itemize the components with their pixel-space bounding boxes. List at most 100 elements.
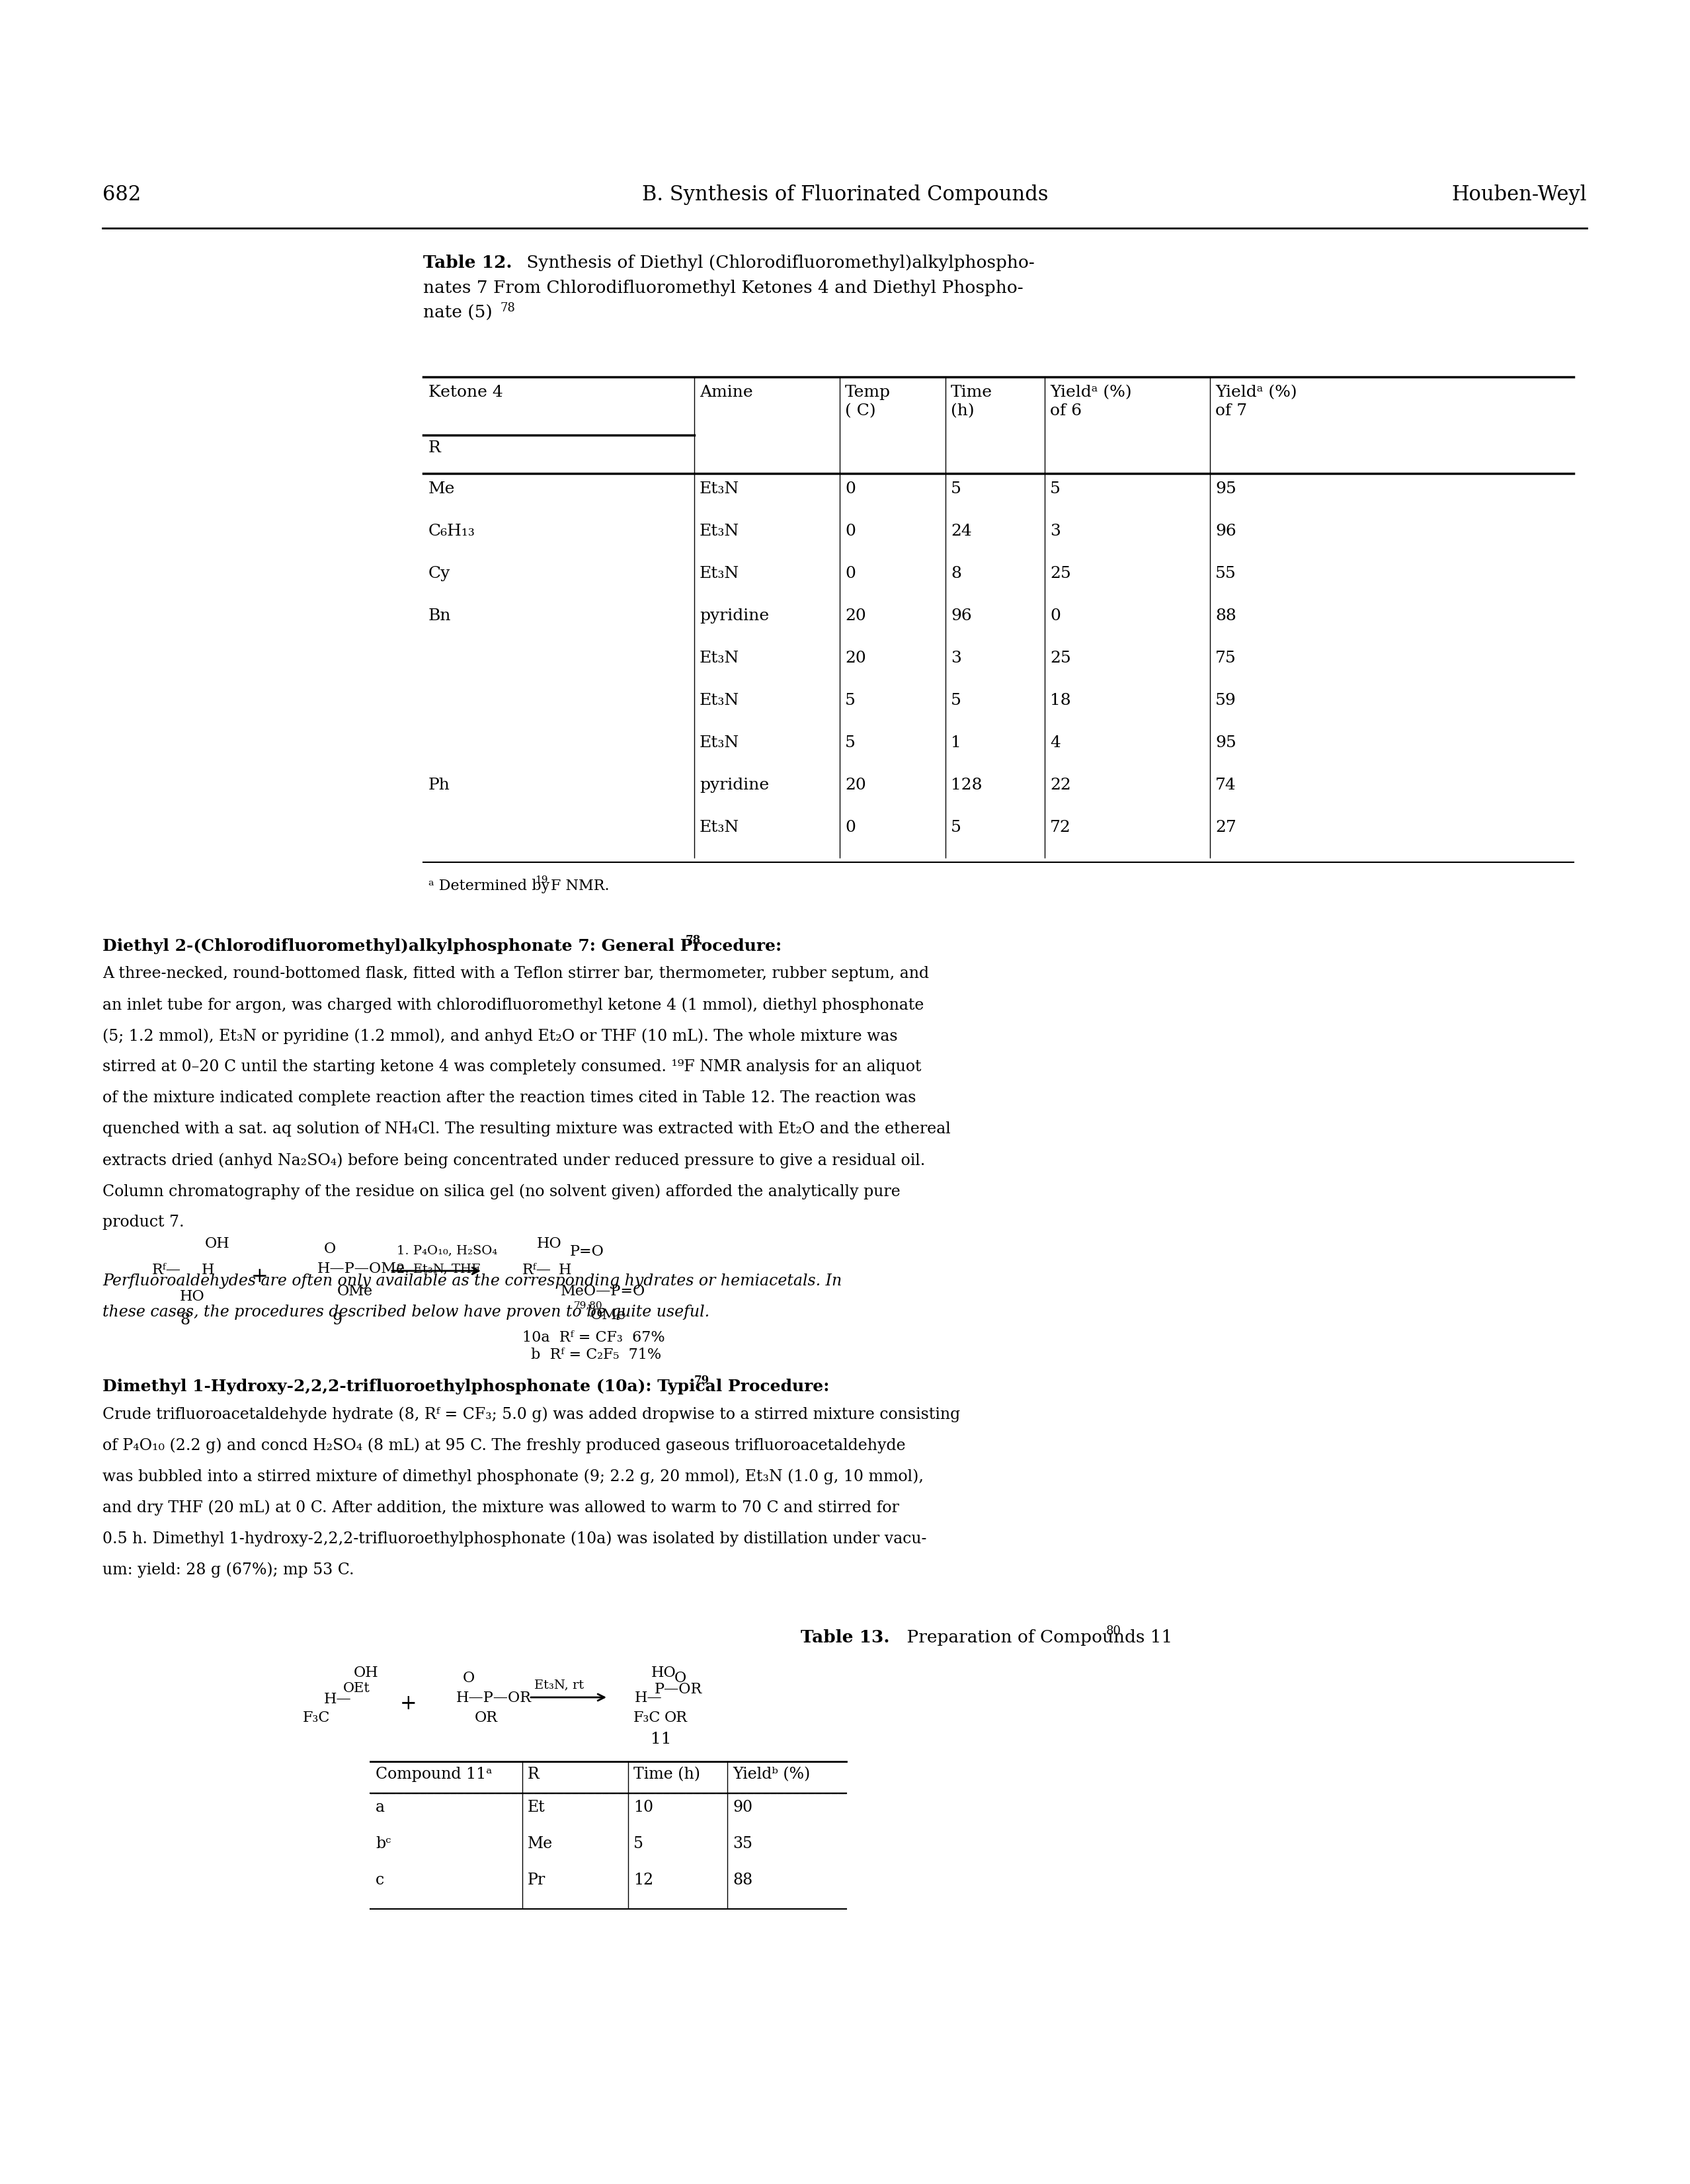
Text: nates 7 From Chlorodifluoromethyl Ketones 4 and Diethyl Phospho-: nates 7 From Chlorodifluoromethyl Ketone… — [422, 280, 1022, 297]
Text: HO: HO — [537, 1236, 561, 1251]
Text: 25: 25 — [1049, 566, 1071, 581]
Text: 35: 35 — [732, 1837, 752, 1852]
Text: Preparation of Compounds 11: Preparation of Compounds 11 — [901, 1629, 1173, 1647]
Text: 19: 19 — [536, 876, 548, 885]
Text: Synthesis of Diethyl (Chlorodifluoromethyl)alkylphospho-: Synthesis of Diethyl (Chlorodifluorometh… — [521, 256, 1034, 271]
Text: 18: 18 — [1049, 692, 1071, 708]
Text: O: O — [463, 1671, 475, 1686]
Text: 10a  Rᶠ = CF₃  67%: 10a Rᶠ = CF₃ 67% — [522, 1330, 664, 1345]
Text: Yieldᵃ (%): Yieldᵃ (%) — [1049, 384, 1132, 400]
Text: OR: OR — [664, 1710, 688, 1725]
Text: Table 12.: Table 12. — [422, 256, 512, 271]
Text: 11: 11 — [651, 1732, 671, 1747]
Text: 78: 78 — [686, 935, 701, 946]
Text: 55: 55 — [1215, 566, 1237, 581]
Text: 95: 95 — [1215, 480, 1237, 496]
Text: 0: 0 — [845, 524, 855, 539]
Text: R: R — [527, 1767, 539, 1782]
Text: O: O — [324, 1243, 336, 1256]
Text: of P₄O₁₀ (2.2 g) and concd H₂SO₄ (8 mL) at 95 C. The freshly produced gaseous tr: of P₄O₁₀ (2.2 g) and concd H₂SO₄ (8 mL) … — [103, 1437, 906, 1452]
Text: H—P—OR: H—P—OR — [456, 1690, 532, 1706]
Text: Cy: Cy — [429, 566, 451, 581]
Text: 0: 0 — [845, 819, 855, 834]
Text: 79,80: 79,80 — [575, 1302, 603, 1310]
Text: Time (h): Time (h) — [634, 1767, 700, 1782]
Text: 80: 80 — [1107, 1625, 1122, 1638]
Text: 0: 0 — [1049, 609, 1060, 622]
Text: Amine: Amine — [700, 384, 752, 400]
Text: of 7: of 7 — [1215, 404, 1247, 419]
Text: (5; 1.2 mmol), Et₃N or pyridine (1.2 mmol), and anhyd Et₂O or THF (10 mL). The w: (5; 1.2 mmol), Et₃N or pyridine (1.2 mmo… — [103, 1029, 897, 1044]
Text: Rᶠ—: Rᶠ— — [522, 1262, 551, 1278]
Text: 3: 3 — [1049, 524, 1060, 539]
Text: HO: HO — [179, 1289, 204, 1304]
Text: 4: 4 — [1049, 736, 1060, 751]
Text: 59: 59 — [1215, 692, 1237, 708]
Text: Time: Time — [951, 384, 992, 400]
Text: 96: 96 — [951, 609, 972, 622]
Text: 27: 27 — [1215, 819, 1237, 834]
Text: of the mixture indicated complete reaction after the reaction times cited in Tab: of the mixture indicated complete reacti… — [103, 1090, 916, 1105]
Text: 0: 0 — [845, 566, 855, 581]
Text: P=O: P=O — [570, 1245, 605, 1258]
Text: Et₃N: Et₃N — [700, 651, 740, 666]
Text: F₃C: F₃C — [303, 1710, 330, 1725]
Text: Houben-Weyl: Houben-Weyl — [1452, 183, 1587, 205]
Text: Et₃N, rt: Et₃N, rt — [534, 1679, 585, 1690]
Text: F NMR.: F NMR. — [551, 878, 610, 893]
Text: Pr: Pr — [527, 1872, 546, 1887]
Text: Perfluoroaldehydes are often only available as the corresponding hydrates or hem: Perfluoroaldehydes are often only availa… — [103, 1273, 842, 1289]
Text: um: yield: 28 g (67%); mp 53 C.: um: yield: 28 g (67%); mp 53 C. — [103, 1562, 355, 1577]
Text: 5: 5 — [951, 819, 962, 834]
Text: F₃C: F₃C — [634, 1710, 661, 1725]
Text: 5: 5 — [951, 692, 962, 708]
Text: pyridine: pyridine — [700, 778, 769, 793]
Text: 3: 3 — [951, 651, 962, 666]
Text: Et₃N: Et₃N — [700, 524, 740, 539]
Text: H—: H— — [635, 1690, 662, 1706]
Text: Me: Me — [429, 480, 455, 496]
Text: 75: 75 — [1215, 651, 1237, 666]
Text: and dry THF (20 mL) at 0 C. After addition, the mixture was allowed to warm to 7: and dry THF (20 mL) at 0 C. After additi… — [103, 1500, 899, 1516]
Text: 10: 10 — [634, 1800, 654, 1815]
Text: nate (5): nate (5) — [422, 306, 492, 321]
Text: b  Rᶠ = C₂F₅  71%: b Rᶠ = C₂F₅ 71% — [531, 1348, 661, 1363]
Text: 0.5 h. Dimethyl 1-hydroxy-2,2,2-trifluoroethylphosphonate (10a) was isolated by : 0.5 h. Dimethyl 1-hydroxy-2,2,2-trifluor… — [103, 1531, 926, 1546]
Text: 5: 5 — [1049, 480, 1060, 496]
Text: 5: 5 — [845, 692, 855, 708]
Text: 22: 22 — [1049, 778, 1071, 793]
Text: Crude trifluoroacetaldehyde hydrate (8, Rᶠ = CF₃; 5.0 g) was added dropwise to a: Crude trifluoroacetaldehyde hydrate (8, … — [103, 1406, 960, 1422]
Text: R: R — [429, 441, 441, 456]
Text: 5: 5 — [951, 480, 962, 496]
Text: ᵃ Determined by: ᵃ Determined by — [429, 878, 554, 893]
Text: OMe: OMe — [338, 1284, 373, 1299]
Text: Et₃N: Et₃N — [700, 692, 740, 708]
Text: Dimethyl 1-Hydroxy-2,2,2-trifluoroethylphosphonate (10a): Typical Procedure:: Dimethyl 1-Hydroxy-2,2,2-trifluoroethylp… — [103, 1378, 830, 1396]
Text: 88: 88 — [732, 1872, 752, 1887]
Text: Temp: Temp — [845, 384, 891, 400]
Text: 88: 88 — [1215, 609, 1237, 622]
Text: +: + — [401, 1693, 417, 1714]
Text: Et₃N: Et₃N — [700, 566, 740, 581]
Text: Et₃N: Et₃N — [700, 819, 740, 834]
Text: 79: 79 — [695, 1374, 710, 1387]
Text: Et₃N: Et₃N — [700, 480, 740, 496]
Text: quenched with a sat. aq solution of NH₄Cl. The resulting mixture was extracted w: quenched with a sat. aq solution of NH₄C… — [103, 1120, 950, 1136]
Text: OMe: OMe — [590, 1308, 627, 1324]
Text: 1: 1 — [951, 736, 962, 751]
Text: Yieldᵃ (%): Yieldᵃ (%) — [1215, 384, 1296, 400]
Text: Yieldᵇ (%): Yieldᵇ (%) — [732, 1767, 810, 1782]
Text: 72: 72 — [1049, 819, 1071, 834]
Text: MeO—P=O: MeO—P=O — [561, 1284, 646, 1299]
Text: (h): (h) — [951, 404, 975, 419]
Text: an inlet tube for argon, was charged with chlorodifluoromethyl ketone 4 (1 mmol): an inlet tube for argon, was charged wit… — [103, 998, 924, 1013]
Text: A three-necked, round-bottomed flask, fitted with a Teflon stirrer bar, thermome: A three-necked, round-bottomed flask, fi… — [103, 965, 930, 981]
Text: B. Synthesis of Fluorinated Compounds: B. Synthesis of Fluorinated Compounds — [642, 183, 1048, 205]
Text: OH: OH — [204, 1236, 230, 1251]
Text: stirred at 0–20 C until the starting ketone 4 was completely consumed. ¹⁹F NMR a: stirred at 0–20 C until the starting ket… — [103, 1059, 921, 1075]
Text: 12: 12 — [634, 1872, 654, 1887]
Text: 20: 20 — [845, 651, 865, 666]
Text: 25: 25 — [1049, 651, 1071, 666]
Text: 78: 78 — [500, 301, 515, 314]
Text: 96: 96 — [1215, 524, 1237, 539]
